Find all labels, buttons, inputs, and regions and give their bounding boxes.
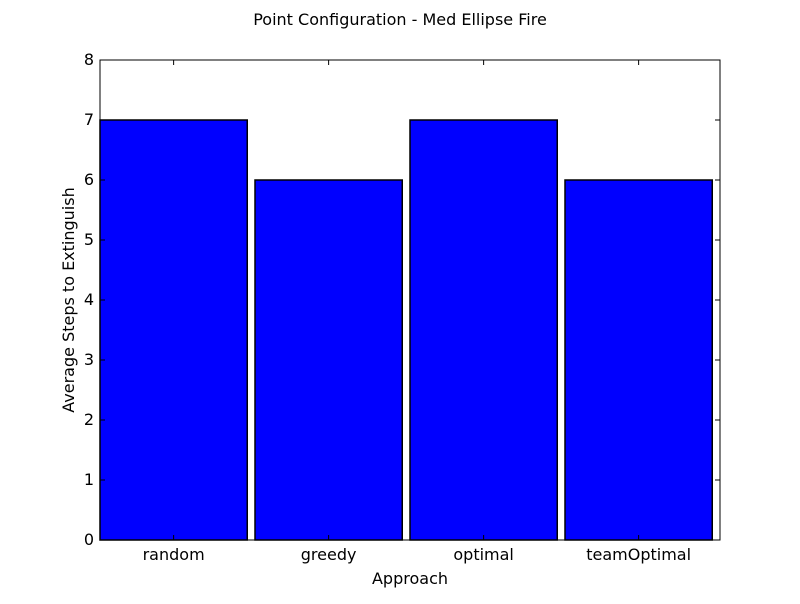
bars-layer bbox=[99, 119, 713, 541]
chart-title: Point Configuration - Med Ellipse Fire bbox=[253, 10, 547, 29]
y-tick-label: 4 bbox=[84, 290, 94, 309]
x-tick-label-greedy: greedy bbox=[301, 545, 357, 564]
bar-optimal bbox=[409, 119, 558, 541]
y-tick-label: 8 bbox=[84, 50, 94, 69]
bar-teamOptimal bbox=[564, 179, 713, 541]
y-tick-label: 1 bbox=[84, 470, 94, 489]
y-axis-label: Average Steps to Extinguish bbox=[59, 187, 78, 412]
x-tick-label-teamOptimal: teamOptimal bbox=[586, 545, 691, 564]
y-tick-label: 3 bbox=[84, 350, 94, 369]
x-tick-label-random: random bbox=[143, 545, 205, 564]
axes-layer: 0 1 2 3 4 5 6 7 8 random greedy optimal teamOptimal bbox=[84, 50, 721, 564]
x-tick-label-optimal: optimal bbox=[453, 545, 514, 564]
y-tick-label: 7 bbox=[84, 110, 94, 129]
y-tick-label: 2 bbox=[84, 410, 94, 429]
y-tick-label: 6 bbox=[84, 170, 94, 189]
bar-greedy bbox=[254, 179, 403, 541]
y-tick-label: 5 bbox=[84, 230, 94, 249]
x-axis-label: Approach bbox=[372, 569, 448, 588]
y-tick-label: 0 bbox=[84, 530, 94, 549]
bar-random bbox=[99, 119, 248, 541]
